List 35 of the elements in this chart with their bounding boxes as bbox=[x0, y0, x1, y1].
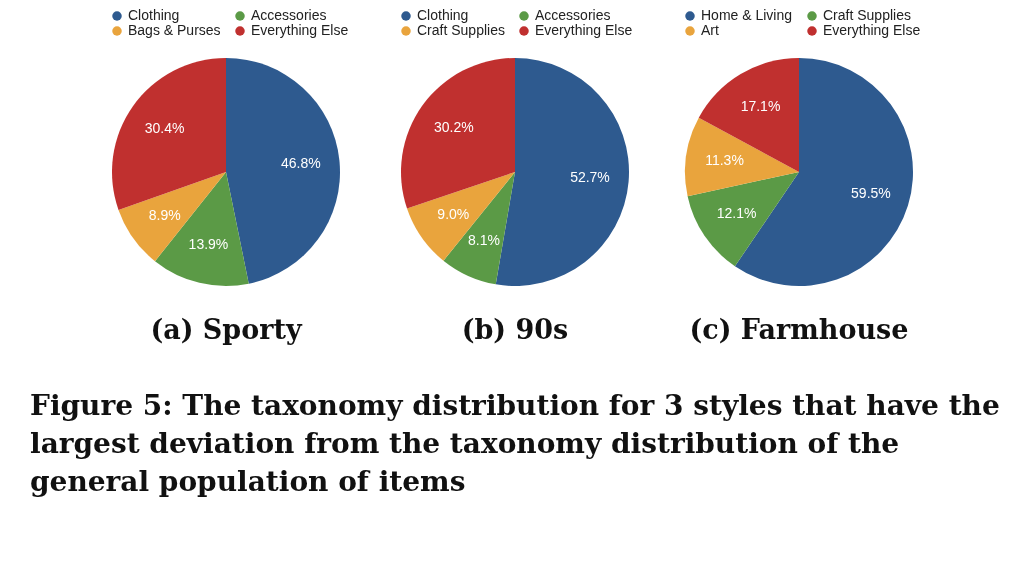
data-label: 8.9% bbox=[148, 206, 181, 223]
text: (b) 90s bbox=[461, 314, 568, 345]
legend-label: Accessories bbox=[250, 7, 326, 23]
pie-slice bbox=[118, 172, 226, 262]
pie-slice bbox=[687, 172, 799, 267]
pie-slice bbox=[406, 172, 515, 261]
legend-label: Everything Else bbox=[250, 22, 348, 38]
pie-slice bbox=[698, 58, 799, 172]
data-label: 30.2% bbox=[433, 119, 474, 136]
text: (a) Sporty bbox=[149, 314, 303, 345]
legend-label: Everything Else bbox=[822, 22, 920, 38]
data-label: 8.1% bbox=[467, 231, 500, 248]
legend-label: Home & Living bbox=[700, 7, 792, 23]
data-label: 59.5% bbox=[850, 185, 891, 202]
pie-slice bbox=[400, 58, 515, 209]
data-label: 11.3% bbox=[704, 152, 744, 169]
pie-slice bbox=[684, 117, 799, 197]
data-label: 9.0% bbox=[436, 206, 469, 223]
legend-label: Accessories bbox=[534, 7, 610, 23]
legend-label: Art bbox=[700, 22, 719, 38]
data-label: 12.1% bbox=[716, 205, 756, 222]
pie-slice bbox=[111, 58, 226, 210]
legend-label: Clothing bbox=[127, 7, 179, 23]
caption: Figure 5: The taxonomy distribution for 3 styles that have the largest deviation from the taxonomy distribution of the general population of items bbox=[30, 388, 1001, 500]
data-label: 30.4% bbox=[144, 119, 184, 136]
legend-label: Everything Else bbox=[534, 22, 632, 38]
legend-label: Craft Supplies bbox=[822, 7, 911, 23]
data-label: 17.1% bbox=[740, 98, 780, 115]
data-label: 46.8% bbox=[280, 155, 321, 172]
data-label: 13.9% bbox=[188, 236, 228, 253]
legend-label: Bags & Purses bbox=[127, 22, 221, 38]
legend-label: Clothing bbox=[416, 7, 468, 23]
legend-label: Craft Supplies bbox=[416, 22, 505, 38]
text: (c) Farmhouse bbox=[688, 314, 909, 345]
data-label: 52.7% bbox=[569, 169, 610, 186]
